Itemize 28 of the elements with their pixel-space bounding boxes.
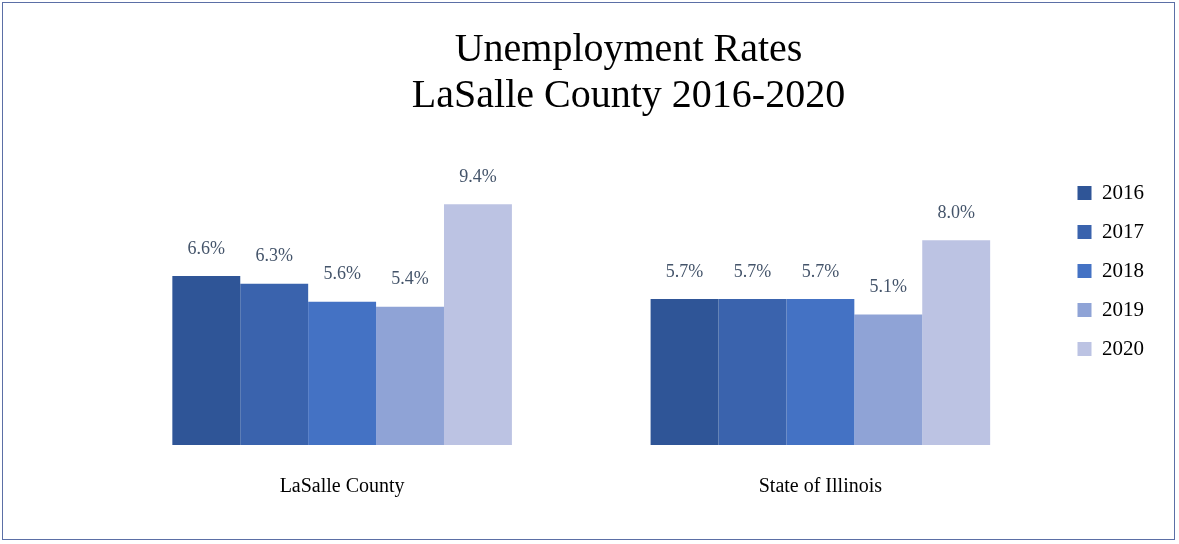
legend-label: 2016 xyxy=(1102,179,1144,204)
data-label: 6.6% xyxy=(187,237,226,258)
data-label: 6.3% xyxy=(255,245,293,266)
x-tick-label: State of Illinois xyxy=(758,474,883,497)
bar xyxy=(718,299,787,445)
bar xyxy=(443,204,512,445)
data-label: 5.4% xyxy=(391,268,429,289)
legend-label: 2020 xyxy=(1102,335,1144,360)
bar xyxy=(786,299,855,445)
data-label: 5.6% xyxy=(323,263,361,284)
data-label: 5.7% xyxy=(733,260,772,281)
data-label: 9.4% xyxy=(459,166,497,187)
chart-title: Unemployment Rates LaSalle County 2016-2020 xyxy=(411,24,846,116)
legend-label: 2019 xyxy=(1102,296,1144,321)
bar xyxy=(172,276,241,445)
x-tick-label: LaSalle County xyxy=(279,474,405,498)
bar xyxy=(376,306,444,445)
bar xyxy=(240,283,309,445)
bar xyxy=(854,314,923,445)
data-label: 8.0% xyxy=(937,201,975,222)
bar xyxy=(922,240,991,445)
bar xyxy=(650,299,719,445)
data-label: 5.7% xyxy=(801,260,840,281)
legend-label: 2018 xyxy=(1102,257,1144,282)
data-label: 5.7% xyxy=(665,260,704,281)
bar xyxy=(308,301,377,445)
legend-label: 2017 xyxy=(1102,218,1144,243)
data-label: 5.1% xyxy=(869,276,908,297)
